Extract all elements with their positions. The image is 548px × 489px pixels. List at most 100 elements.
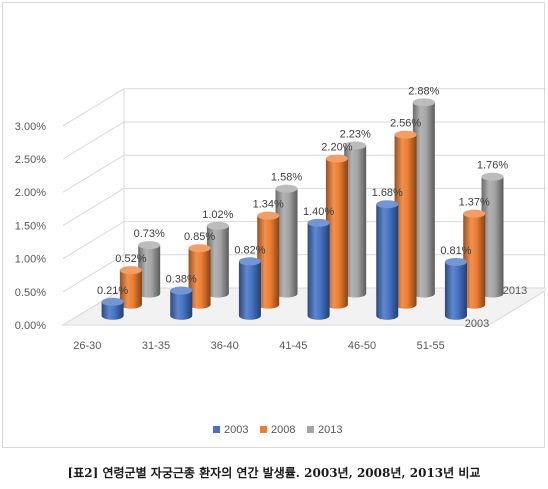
bar-top xyxy=(188,244,211,253)
bar-2003-46-50[interactable] xyxy=(376,200,399,320)
bar-body xyxy=(307,222,330,320)
x-tick-label: 31-35 xyxy=(142,340,170,352)
data-label: 0.85% xyxy=(184,231,215,243)
legend-swatch xyxy=(213,426,220,433)
bar-top xyxy=(138,241,161,250)
bar-top xyxy=(206,221,229,230)
bar-top xyxy=(101,297,124,306)
data-label: 0.82% xyxy=(234,244,265,256)
x-tick-label: 51-55 xyxy=(417,340,445,352)
bar-top xyxy=(119,266,142,275)
x-tick-label: 41-45 xyxy=(279,340,307,352)
bar-top xyxy=(307,218,330,227)
data-label: 1.40% xyxy=(303,206,334,218)
x-tick-label: 46-50 xyxy=(348,340,376,352)
data-label: 2.23% xyxy=(340,128,371,140)
bar-body xyxy=(444,261,467,320)
bar-body xyxy=(257,215,280,309)
bar-2013-36-40[interactable] xyxy=(275,184,298,298)
bar-2003-31-35[interactable] xyxy=(170,286,193,320)
bar-body xyxy=(325,158,348,309)
bar-2013-41-45[interactable] xyxy=(344,141,367,298)
bar-body xyxy=(463,213,486,309)
x-tick-label: 36-40 xyxy=(211,340,239,352)
bar-body xyxy=(275,188,298,298)
chart-canvas: 0.00% 0.50% 1.00% 1.50% 2.00% 2.50% 3.00% 0.73… xyxy=(15,85,546,436)
data-label: 1.37% xyxy=(459,197,490,209)
data-label: 0.21% xyxy=(97,285,128,297)
depth-axis-label: 2013 xyxy=(503,285,527,297)
bar-top xyxy=(170,286,193,295)
legend-label: 2008 xyxy=(271,424,295,436)
bar-body xyxy=(206,225,229,298)
legend-item-2003[interactable]: 2003 xyxy=(213,424,248,436)
bar-top xyxy=(238,257,261,266)
bar-2008-26-30[interactable] xyxy=(119,266,142,309)
legend-swatch xyxy=(307,426,314,433)
chart-frame: 0.00% 0.50% 1.00% 1.50% 2.00% 2.50% 3.00% 0.73… xyxy=(2,2,546,448)
bar-top xyxy=(412,98,435,107)
bar-2013-26-30[interactable] xyxy=(138,241,161,298)
data-label: 2.88% xyxy=(408,85,439,97)
bar-body xyxy=(481,176,504,298)
data-label: 2.56% xyxy=(390,118,421,130)
bar-body xyxy=(394,134,417,309)
gridline xyxy=(62,154,546,193)
bar-2008-46-50[interactable] xyxy=(394,130,417,309)
bar-top xyxy=(344,141,367,150)
bar-body xyxy=(188,248,211,309)
legend-label: 2013 xyxy=(318,424,342,436)
bar-top xyxy=(257,211,280,220)
legend-swatch xyxy=(260,426,267,433)
data-label: 1.68% xyxy=(372,187,403,199)
x-tick-label: 26-30 xyxy=(73,340,101,352)
bar-2008-51-55[interactable] xyxy=(463,209,486,309)
bar-body xyxy=(119,270,142,309)
y-tick-label: 0.50% xyxy=(15,287,46,299)
data-label: 0.38% xyxy=(166,274,197,286)
bar-2008-31-35[interactable] xyxy=(188,244,211,309)
y-tick-label: 2.00% xyxy=(15,187,46,199)
bar-2008-41-45[interactable] xyxy=(325,154,348,309)
data-label: 0.52% xyxy=(115,253,146,265)
y-tick-label: 1.50% xyxy=(15,220,46,232)
data-label: 0.81% xyxy=(440,245,471,257)
bar-body xyxy=(412,102,435,298)
bar-body xyxy=(101,301,124,320)
bar-top xyxy=(463,209,486,218)
bar-2003-26-30[interactable] xyxy=(101,297,124,320)
legend-label: 2003 xyxy=(224,424,248,436)
y-tick-label: 1.00% xyxy=(15,254,46,266)
depth-axis-label: 2003 xyxy=(465,318,489,330)
bar-body xyxy=(238,261,261,320)
y-tick-label: 3.00% xyxy=(15,121,46,133)
data-label: 1.58% xyxy=(271,172,302,184)
bar-2013-51-55[interactable] xyxy=(481,172,504,298)
bar-top xyxy=(394,130,417,139)
bar-body xyxy=(344,145,367,298)
bar-top xyxy=(325,154,348,163)
bar-body xyxy=(170,290,193,320)
bar-body xyxy=(376,204,399,320)
gridline xyxy=(62,121,546,160)
data-label: 1.34% xyxy=(253,199,284,211)
bar-2008-36-40[interactable] xyxy=(257,211,280,309)
data-label: 0.73% xyxy=(134,228,165,240)
bar-2003-36-40[interactable] xyxy=(238,257,261,320)
bar-top xyxy=(481,172,504,181)
data-label: 1.76% xyxy=(477,160,508,172)
bar-2013-46-50[interactable] xyxy=(412,98,435,298)
bar-top xyxy=(376,200,399,209)
legend-item-2008[interactable]: 2008 xyxy=(260,424,295,436)
data-label: 1.02% xyxy=(202,209,233,221)
figure-caption: [표2] 연령군별 자궁근종 환자의 연간 발생률. 2003년, 2008년,… xyxy=(67,466,481,480)
bar-2003-41-45[interactable] xyxy=(307,218,330,320)
legend-item-2013[interactable]: 2013 xyxy=(307,424,342,436)
gridline xyxy=(62,88,546,127)
y-tick-label: 0.00% xyxy=(15,320,46,332)
y-tick-label: 2.50% xyxy=(15,154,46,166)
bar-top xyxy=(444,257,467,266)
bar-2013-31-35[interactable] xyxy=(206,221,229,298)
bar-2003-51-55[interactable] xyxy=(444,257,467,320)
data-label: 2.20% xyxy=(321,142,352,154)
